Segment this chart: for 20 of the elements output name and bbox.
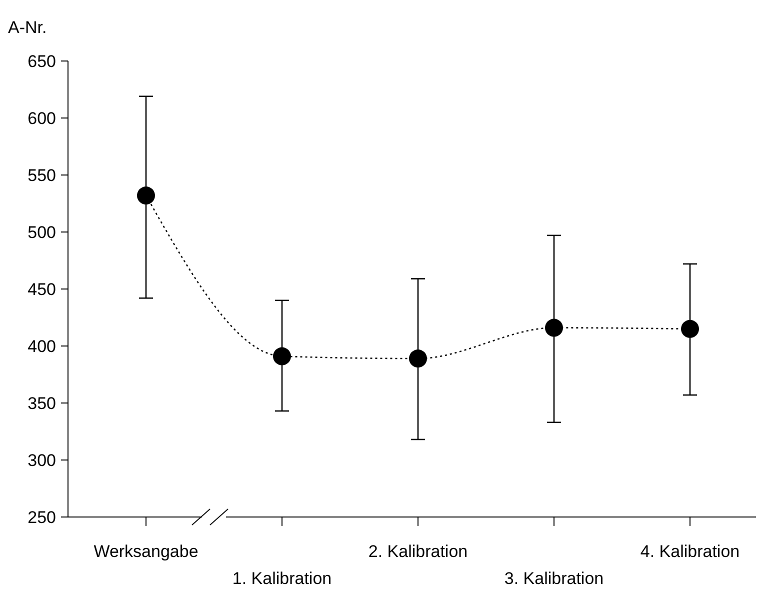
x-tick-label: Werksangabe <box>94 542 198 561</box>
y-tick-label: 400 <box>28 336 56 356</box>
point <box>409 350 427 368</box>
point <box>545 318 563 337</box>
point <box>273 347 291 366</box>
x-tick-label: 4. Kalibration <box>640 542 740 561</box>
y-tick-label: 550 <box>28 166 56 185</box>
x-tick-label: 3. Kalibration <box>504 569 604 588</box>
y-axis-title: A-Nr. <box>8 18 47 37</box>
y-tick-label: 350 <box>28 394 56 413</box>
y-tick-label: 600 <box>28 108 56 128</box>
x-tick-label: 2. Kalibration <box>368 542 468 561</box>
y-tick-label: 500 <box>28 222 56 242</box>
point <box>681 320 699 338</box>
y-tick-label: 450 <box>28 280 56 299</box>
y-tick-label: 300 <box>28 450 56 470</box>
y-tick-label: 250 <box>28 508 56 527</box>
y-tick-label: 650 <box>28 52 56 71</box>
point <box>137 186 155 205</box>
x-tick-label: 1. Kalibration <box>232 569 332 588</box>
